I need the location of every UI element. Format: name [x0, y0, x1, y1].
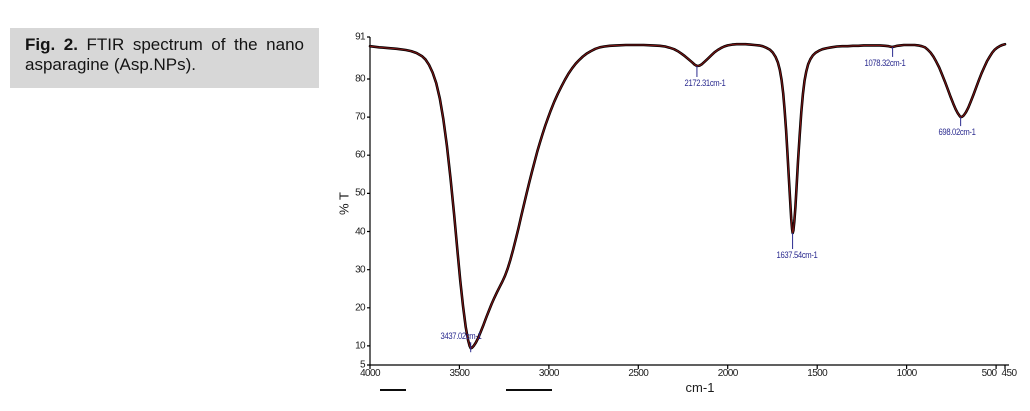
y-tick-label: 30: [355, 264, 366, 276]
y-tick-label: 5: [360, 359, 366, 371]
figure-caption-label: Fig. 2.: [25, 35, 78, 54]
peak-label: 698.02cm-1: [938, 127, 976, 138]
figure-caption-text: FTIR spectrum of the nano asparagine (As…: [25, 35, 305, 74]
y-tick-label: 91: [355, 31, 366, 43]
y-tick-label: 70: [355, 111, 366, 123]
x-tick-label: 1000: [896, 368, 917, 379]
x-tick-label: 3500: [449, 368, 470, 379]
peak-label: 3437.02cm-1: [440, 331, 482, 342]
x-axis-title: cm-1: [685, 380, 715, 395]
peak-tick-marks: [470, 46, 962, 353]
peak-label: 1637.54cm-1: [776, 250, 818, 261]
y-axis-title: % T: [336, 192, 352, 215]
scan-artifact-line-2: [506, 389, 552, 391]
x-tick-label: 500: [981, 368, 997, 379]
x-tick-label: 4000: [360, 368, 380, 379]
y-tick-label: 20: [355, 302, 366, 314]
y-tick-label: 50: [355, 187, 366, 199]
x-tick-label: 3000: [538, 368, 559, 379]
peak-label: 1078.32cm-1: [864, 57, 906, 68]
x-tick-label: 2000: [717, 368, 738, 379]
peak-label: 2172.31cm-1: [684, 77, 726, 88]
figure-caption: Fig. 2. FTIR spectrum of the nano aspara…: [10, 28, 319, 88]
x-tick-label: 450: [1001, 368, 1017, 379]
spectrum-curve: [368, 42, 1007, 350]
y-tick-label: 10: [355, 340, 366, 352]
axes: [367, 36, 1009, 369]
x-tick-label: 2500: [628, 368, 649, 379]
y-tick-label: 60: [355, 149, 366, 161]
x-tick-label: 1500: [807, 368, 828, 379]
y-tick-label: 40: [355, 226, 366, 237]
spectrum-curve-highlight: [369, 43, 1006, 349]
scan-artifact-line-1: [380, 389, 406, 391]
y-tick-label: 80: [355, 73, 366, 85]
